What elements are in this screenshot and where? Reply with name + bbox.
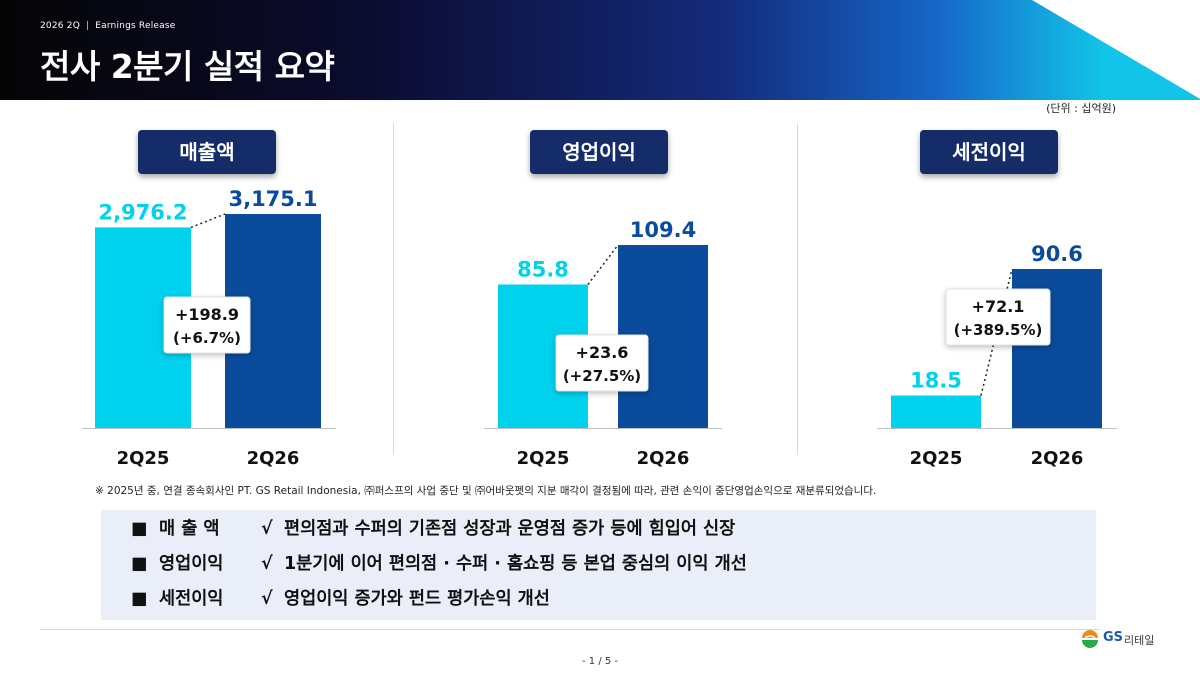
company-logo: GS 리테일 [1080, 627, 1160, 651]
bar-value-label: 109.4 [630, 218, 696, 242]
summary-text: 1분기에 이어 편의점 · 수퍼 · 홈쇼핑 등 본업 중심의 이익 개선 [284, 554, 747, 574]
panel-title-revenue: 매출액 [138, 130, 276, 174]
x-tick-label: 2Q25 [910, 448, 963, 469]
summary-box: ■ 매 출 액 √ 편의점과 수퍼의 기존점 성장과 운영점 증가 등에 힘입어… [101, 510, 1096, 620]
square-bullet-icon: ■ [131, 554, 148, 574]
header-category: Earnings Release [95, 21, 176, 31]
change-annotation-box [163, 296, 251, 354]
summary-text: 편의점과 수퍼의 기존점 성장과 운영점 증가 등에 힘입어 신장 [284, 519, 736, 539]
summary-label: 세전이익 [159, 589, 224, 609]
panel-title-pretax-profit: 세전이익 [920, 130, 1058, 174]
logo-brand: GS [1103, 630, 1124, 645]
panel-title-operating-profit: 영업이익 [530, 130, 668, 174]
bar-value-label: 3,175.1 [228, 187, 317, 211]
square-bullet-icon: ■ [131, 589, 148, 609]
summary-label: 영업이익 [159, 554, 224, 574]
check-icon: √ [261, 589, 273, 609]
gs-logo-icon [1082, 630, 1098, 648]
header-corner-cut [1032, 0, 1200, 100]
change-percent-label: (+389.5%) [954, 321, 1043, 339]
change-annotation-box [555, 334, 649, 392]
change-annotation-box [945, 288, 1051, 346]
change-amount-label: +72.1 [972, 297, 1025, 316]
page-title: 전사 2분기 실적 요약 [40, 47, 335, 86]
bar-value-label: 90.6 [1031, 242, 1083, 266]
check-icon: √ [261, 519, 273, 539]
header-meta: 2026 2Q | Earnings Release [40, 21, 176, 31]
page-number: - 1 / 5 - [581, 656, 619, 667]
footnote: ※ 2025년 중, 연결 종속회사인 PT. GS Retail Indone… [95, 485, 877, 497]
change-percent-label: (+27.5%) [563, 367, 641, 385]
change-connector-line [190, 213, 226, 229]
check-icon: √ [261, 554, 273, 574]
x-tick-label: 2Q25 [117, 448, 170, 469]
unit-label: (단위 : 십억원) [1046, 102, 1116, 115]
header-separator: | [85, 21, 90, 31]
bar-value-label: 85.8 [517, 257, 569, 281]
bar-charts: 2,976.2 2Q25 3,175.1 2Q26 +198.9 (+6.7%) 85.8 2… [82, 187, 1117, 469]
header-period: 2026 2Q [40, 21, 80, 31]
change-amount-label: +198.9 [175, 305, 239, 324]
x-tick-label: 2Q26 [637, 448, 690, 469]
change-percent-label: (+6.7%) [173, 329, 241, 347]
x-tick-label: 2Q25 [517, 448, 570, 469]
change-connector-line [587, 244, 619, 285]
header-banner: 2026 2Q | Earnings Release 전사 2분기 실적 요약 [0, 0, 1200, 100]
panel-divider [797, 123, 798, 455]
bar-value-label: 18.5 [910, 369, 962, 393]
x-tick-label: 2Q26 [247, 448, 300, 469]
footer-divider [40, 629, 1100, 630]
bar-2q25 [891, 395, 981, 428]
change-amount-label: +23.6 [576, 343, 629, 362]
panel-divider [393, 123, 394, 455]
summary-label: 매 출 액 [159, 519, 220, 539]
logo-name: 리테일 [1124, 634, 1155, 647]
summary-text: 영업이익 증가와 펀드 평가손익 개선 [284, 589, 550, 609]
x-tick-label: 2Q26 [1031, 448, 1084, 469]
square-bullet-icon: ■ [131, 519, 148, 539]
bar-value-label: 2,976.2 [98, 200, 187, 224]
